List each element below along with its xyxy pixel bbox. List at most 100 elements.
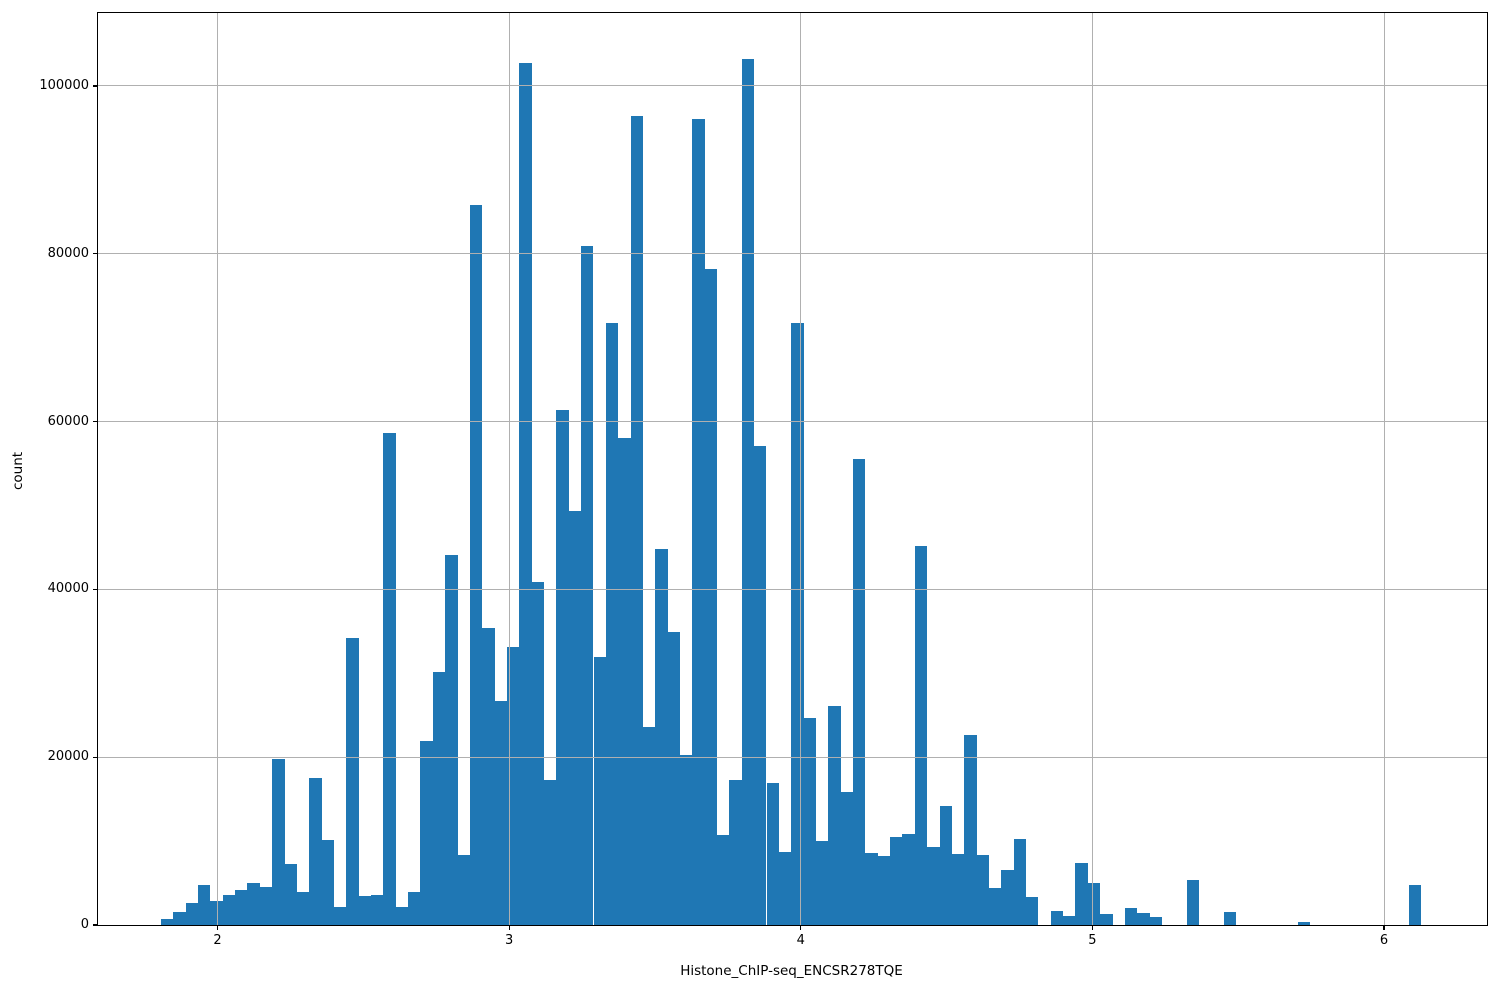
histogram-bar bbox=[358, 896, 372, 925]
histogram-bar bbox=[408, 892, 421, 925]
histogram-bar bbox=[655, 549, 668, 925]
histogram-bar bbox=[815, 841, 829, 925]
histogram-bar bbox=[951, 853, 965, 925]
histogram-bar bbox=[1149, 917, 1162, 925]
histogram-bar bbox=[877, 856, 891, 925]
histogram-bar bbox=[383, 433, 396, 925]
histogram-bar bbox=[618, 437, 631, 925]
histogram-bar bbox=[964, 734, 977, 925]
histogram-bar bbox=[346, 638, 359, 925]
histogram-bar bbox=[840, 791, 853, 925]
histogram-bar bbox=[791, 322, 804, 925]
histogram-bar bbox=[667, 632, 680, 925]
histogram-bar bbox=[544, 779, 557, 925]
histogram-bar bbox=[469, 205, 483, 925]
histogram-bar bbox=[432, 672, 446, 925]
x-tick-label: 3 bbox=[505, 933, 514, 948]
x-tick-mark bbox=[216, 926, 219, 930]
histogram-bar bbox=[1223, 912, 1237, 925]
histogram-bar bbox=[272, 758, 285, 925]
y-tick-label: 20000 bbox=[47, 749, 89, 765]
histogram-bar bbox=[309, 778, 322, 925]
y-tick-mark bbox=[93, 756, 97, 758]
y-tick-label: 100000 bbox=[39, 77, 89, 93]
histogram-bar bbox=[160, 919, 174, 925]
x-tick-mark bbox=[800, 926, 802, 930]
histogram-bar bbox=[593, 657, 606, 925]
histogram-bar bbox=[247, 883, 260, 925]
histogram-bar bbox=[778, 852, 792, 925]
histogram-bar bbox=[185, 903, 199, 925]
histogram-bar bbox=[321, 840, 334, 925]
histogram-bar bbox=[173, 911, 186, 925]
histogram-bar bbox=[494, 701, 507, 925]
histogram-bar bbox=[222, 894, 236, 925]
histogram-bar bbox=[457, 854, 470, 925]
y-tick-label: 80000 bbox=[47, 245, 89, 261]
histogram-bar bbox=[1137, 912, 1150, 925]
histogram-bar bbox=[642, 727, 656, 925]
plot-area bbox=[97, 12, 1488, 926]
histogram-bar bbox=[198, 884, 211, 925]
histogram-bar bbox=[741, 59, 755, 925]
bars-layer bbox=[98, 13, 1487, 925]
x-tick-mark bbox=[1091, 926, 1094, 930]
y-tick-mark bbox=[93, 588, 97, 590]
histogram-bar bbox=[1100, 914, 1113, 925]
y-tick-label: 60000 bbox=[47, 413, 89, 429]
histogram-bar bbox=[1026, 897, 1039, 925]
y-tick-label: 0 bbox=[80, 917, 89, 932]
histogram-bar bbox=[519, 63, 532, 925]
histogram-bar bbox=[939, 805, 952, 925]
histogram-bar bbox=[1063, 916, 1076, 925]
histogram-bar bbox=[766, 783, 779, 925]
histogram-bar bbox=[333, 906, 347, 925]
histogram-bar bbox=[371, 894, 384, 925]
y-tick-mark bbox=[93, 924, 97, 926]
histogram-bar bbox=[717, 835, 730, 925]
histogram-bar bbox=[976, 854, 989, 925]
histogram-bar bbox=[235, 889, 248, 925]
histogram-bar bbox=[420, 741, 433, 925]
histogram-bar bbox=[1297, 921, 1311, 925]
histogram-bar bbox=[729, 779, 742, 925]
histogram-bar bbox=[482, 628, 495, 925]
histogram-bar bbox=[803, 717, 816, 925]
histogram-bar bbox=[692, 118, 705, 925]
histogram-bar bbox=[853, 458, 866, 925]
x-tick-label: 2 bbox=[213, 933, 222, 948]
histogram-bar bbox=[568, 511, 582, 925]
x-tick-label: 5 bbox=[1088, 933, 1097, 948]
histogram-bar bbox=[556, 409, 569, 925]
y-axis-label: count bbox=[10, 451, 26, 491]
histogram-bar bbox=[531, 581, 545, 925]
histogram-bar bbox=[1075, 863, 1088, 925]
histogram-bar bbox=[259, 887, 273, 925]
histogram-bar bbox=[630, 116, 643, 925]
histogram-bar bbox=[902, 834, 915, 925]
histogram-bar bbox=[927, 846, 940, 925]
y-tick-mark bbox=[93, 253, 97, 255]
histogram-bar bbox=[1186, 879, 1199, 925]
histogram-bar bbox=[1409, 884, 1422, 925]
histogram-bar bbox=[914, 545, 928, 925]
histogram-bar bbox=[754, 445, 767, 925]
histogram-bar bbox=[1087, 883, 1101, 925]
histogram-bar bbox=[210, 900, 223, 925]
histogram-bar bbox=[1013, 838, 1026, 925]
histogram-bar bbox=[395, 907, 409, 925]
histogram-bar bbox=[890, 836, 903, 925]
histogram-bar bbox=[445, 555, 458, 925]
histogram-bar bbox=[828, 706, 841, 925]
histogram-bar bbox=[865, 852, 878, 925]
histogram-bar bbox=[581, 246, 594, 925]
histogram-bar bbox=[296, 892, 310, 925]
histogram-bar bbox=[1001, 869, 1014, 925]
histogram-bar bbox=[704, 268, 718, 925]
y-tick-label: 40000 bbox=[47, 581, 89, 597]
histogram-bar bbox=[1124, 908, 1138, 925]
histogram-bar bbox=[680, 754, 693, 925]
histogram-bar bbox=[507, 647, 520, 925]
histogram-bar bbox=[605, 322, 619, 925]
